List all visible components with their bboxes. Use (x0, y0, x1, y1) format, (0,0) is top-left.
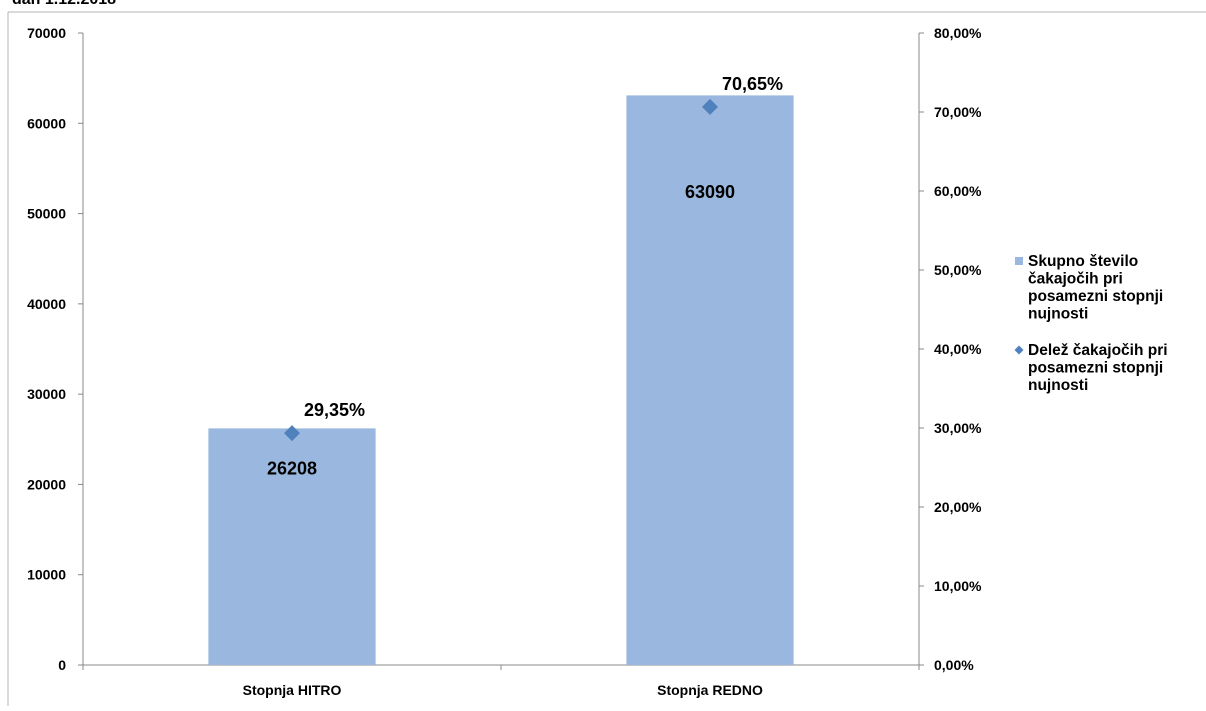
right-axis-tick-label: 80,00% (934, 25, 982, 41)
marker-series (284, 98, 718, 442)
bar-series (208, 95, 794, 665)
right-axis-tick-label: 70,00% (934, 104, 982, 120)
bar-value-label: 26208 (267, 459, 317, 479)
left-axis-tick-label: 50000 (27, 206, 66, 222)
legend-entry-text: čakajočih pri (1028, 271, 1123, 288)
right-axis-tick-label: 60,00% (934, 183, 982, 199)
bar (626, 95, 794, 665)
legend-entry-text: nujnosti (1028, 377, 1088, 394)
bar-value-label: 63090 (685, 182, 735, 202)
legend-entry-text: Skupno število (1028, 253, 1138, 270)
diamond-marker (702, 98, 718, 115)
right-axis-tick-label: 30,00% (934, 420, 982, 436)
right-axis-tick-label: 50,00% (934, 262, 982, 278)
left-axis-tick-label: 70000 (27, 25, 66, 41)
data-labels: 26208 63090 29,35% 70,65% (267, 74, 783, 479)
right-axis-tick-label: 10,00% (934, 578, 982, 594)
right-axis-tick-label: 0,00% (934, 657, 974, 673)
left-axis-tick-label: 40000 (27, 296, 66, 312)
axes: 0 10000 20000 30000 40000 50000 60000 70000 0,00… (27, 25, 982, 698)
legend-entry-text: nujnosti (1028, 306, 1088, 323)
left-axis-tick-label: 60000 (27, 115, 66, 131)
legend-diamond-swatch (1014, 345, 1024, 355)
legend-square-swatch (1015, 257, 1023, 265)
marker-value-label: 29,35% (304, 400, 365, 420)
legend-entry-text: posamezni stopnji (1028, 360, 1163, 377)
bar (208, 428, 376, 665)
left-axis-tick-label: 30000 (27, 386, 66, 402)
left-axis-tick-label: 0 (58, 657, 66, 673)
chart-title: dan 1.12.2018 (12, 0, 116, 8)
diamond-marker (284, 425, 300, 442)
right-axis-tick-label: 20,00% (934, 499, 982, 515)
marker-value-label: 70,65% (722, 74, 783, 94)
legend-entry-text: posamezni stopnji (1028, 288, 1163, 305)
x-axis-category-label: Stopnja HITRO (243, 682, 342, 698)
legend-entry-text: Delež čakajočih pri (1028, 342, 1168, 359)
x-axis-category-label: Stopnja REDNO (657, 682, 763, 698)
left-axis-tick-label: 20000 (27, 476, 66, 492)
right-axis-tick-label: 40,00% (934, 341, 982, 357)
left-axis-tick-label: 10000 (27, 567, 66, 583)
